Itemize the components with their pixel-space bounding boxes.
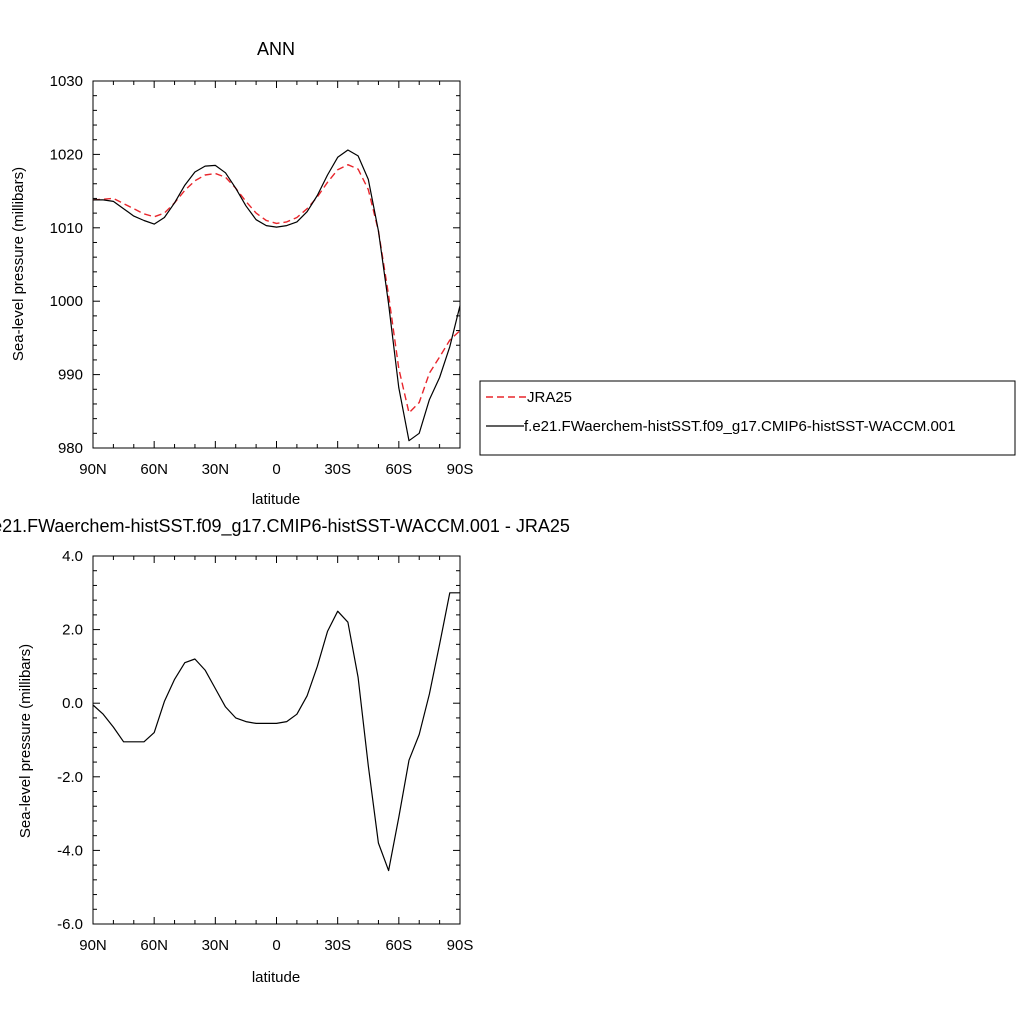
chart2-frame bbox=[92, 555, 461, 925]
chart2-title: f.e21.FWaerchem-histSST.f09_g17.CMIP6-hi… bbox=[0, 516, 570, 537]
chart1-x-tick-label: 30S bbox=[324, 461, 351, 478]
chart1-y-axis-label: Sea-level pressure (millibars) bbox=[10, 167, 27, 361]
chart2-y-tick-label: -4.0 bbox=[57, 842, 83, 859]
chart1-x-tick-label: 0 bbox=[272, 461, 280, 478]
chart1-y-tick-label: 1020 bbox=[50, 146, 83, 163]
chart2-x-tick-label: 60S bbox=[385, 937, 412, 954]
chart2-x-tick-label: 90S bbox=[447, 937, 474, 954]
chart1-y-tick-label: 990 bbox=[58, 367, 83, 384]
chart2-y-ticks: -6.0 -4.0 -2.0 0.0 2.0 4.0 bbox=[57, 548, 460, 933]
chart1-y-tick-label: 1030 bbox=[50, 73, 83, 90]
chart2-x-tick-label: 90N bbox=[79, 937, 107, 954]
chart1-x-tick-label: 90S bbox=[447, 461, 474, 478]
chart1-series-line-jra25 bbox=[92, 163, 461, 414]
chart2-y-tick-label: 4.0 bbox=[62, 548, 83, 565]
legend: JRA25 f.e21.FWaerchem-histSST.f09_g17.CM… bbox=[479, 380, 1016, 456]
chart1-y-tick-label: 1010 bbox=[50, 220, 83, 237]
chart1-x-tick-label: 60S bbox=[385, 461, 412, 478]
chart1-y-ticks: 980 990 1000 1010 1020 1030 bbox=[50, 73, 460, 457]
chart1-plot-area bbox=[92, 80, 461, 449]
legend-box bbox=[479, 380, 1016, 456]
chart1-x-axis-label: latitude bbox=[252, 491, 300, 508]
chart2-x-tick-label: 0 bbox=[272, 937, 280, 954]
chart1-frame bbox=[92, 80, 461, 449]
chart2-x-tick-label: 30S bbox=[324, 937, 351, 954]
chart2-x-tick-label: 60N bbox=[140, 937, 168, 954]
chart1-series bbox=[92, 149, 461, 442]
chart1-x-ticks: 90N 60N 30N 0 30S 60S 90S bbox=[79, 81, 473, 478]
chart2-series-line-difference bbox=[92, 592, 460, 872]
legend-entry-jra25: JRA25 bbox=[527, 389, 572, 406]
chart-ann: ANN 980 990 1000 1010 1020 1030 90N 60N 30N 0 30S… bbox=[10, 39, 473, 508]
chart2-x-tick-label: 30N bbox=[202, 937, 230, 954]
chart2-x-ticks: 90N 60N 30N 0 30S 60S 90S bbox=[79, 556, 473, 954]
chart-difference: f.e21.FWaerchem-histSST.f09_g17.CMIP6-hi… bbox=[0, 516, 570, 986]
chart2-y-tick-label: -2.0 bbox=[57, 769, 83, 786]
chart1-y-tick-label: 1000 bbox=[50, 293, 83, 310]
chart2-y-tick-label: -6.0 bbox=[57, 916, 83, 933]
chart1-series-line-model bbox=[93, 149, 461, 442]
chart1-x-tick-label: 60N bbox=[140, 461, 168, 478]
chart1-y-tick-label: 980 bbox=[58, 440, 83, 457]
chart2-y-tick-label: 2.0 bbox=[62, 622, 83, 639]
chart1-x-tick-label: 30N bbox=[202, 461, 230, 478]
legend-entry-model: f.e21.FWaerchem-histSST.f09_g17.CMIP6-hi… bbox=[524, 418, 956, 435]
chart2-y-axis-label: Sea-level pressure (millibars) bbox=[17, 644, 34, 838]
chart1-x-tick-label: 90N bbox=[79, 461, 107, 478]
chart2-series bbox=[92, 592, 460, 872]
chart2-x-axis-label: latitude bbox=[252, 969, 300, 986]
chart2-y-tick-label: 0.0 bbox=[62, 695, 83, 712]
chart2-plot-area bbox=[92, 555, 461, 925]
chart1-title: ANN bbox=[257, 39, 295, 59]
